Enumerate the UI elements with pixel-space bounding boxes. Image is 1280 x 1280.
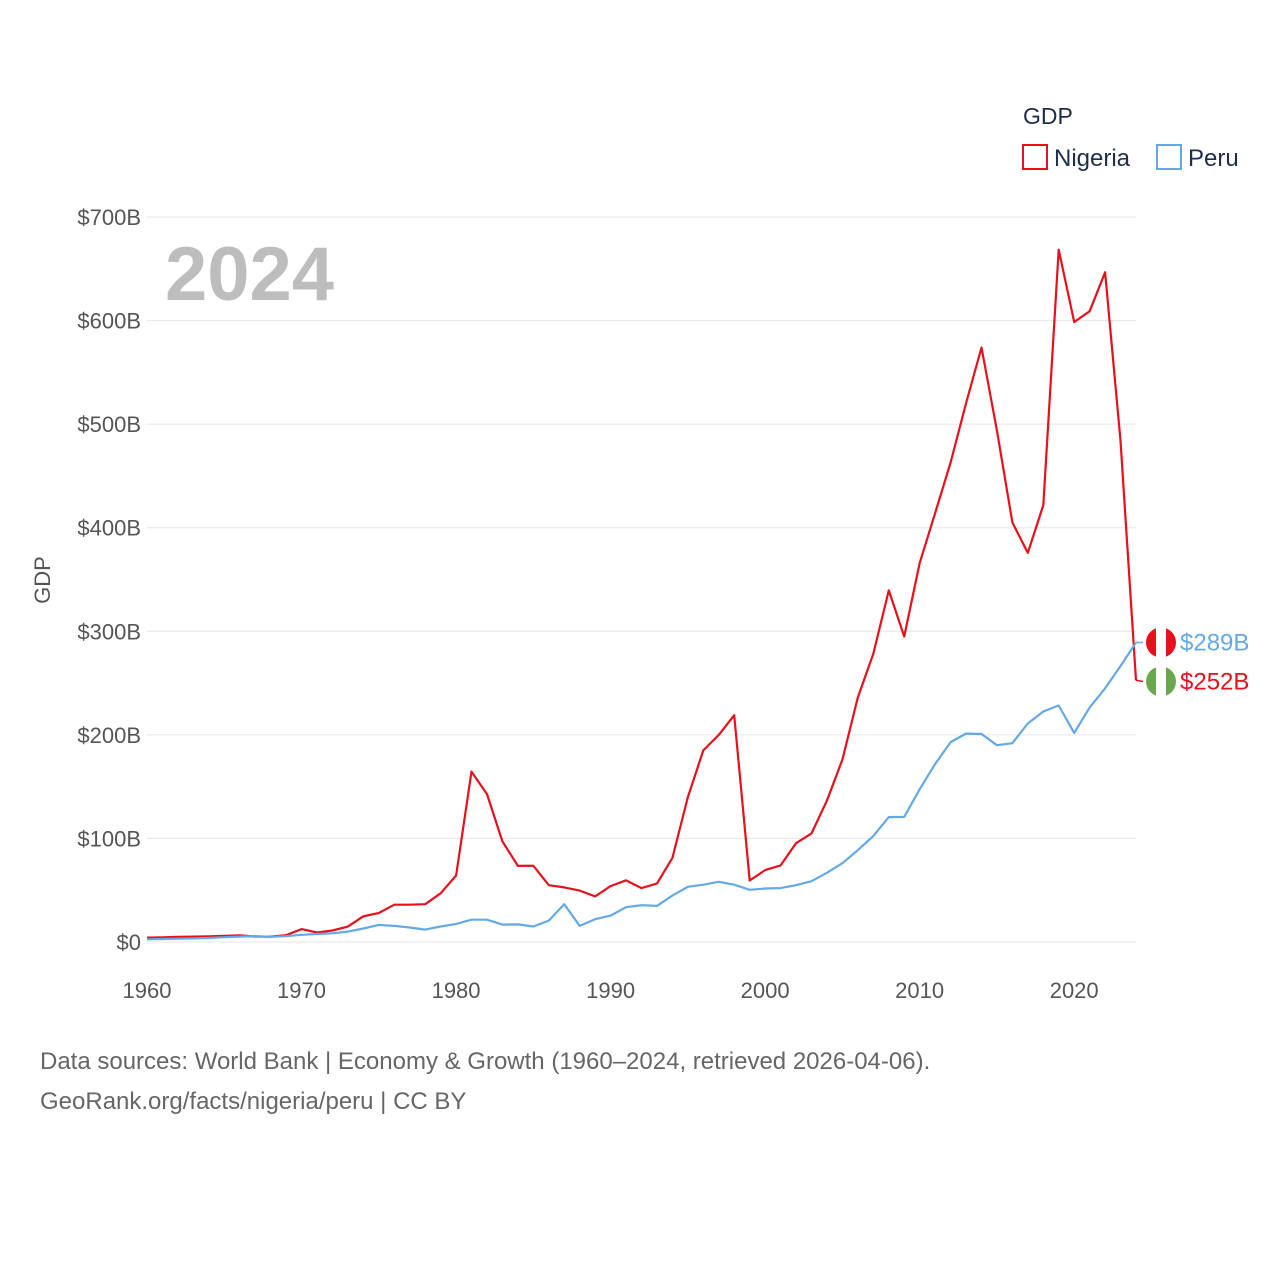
series-lines [146, 248, 1138, 941]
legend: GDP Nigeria Peru [1022, 103, 1239, 172]
y-tick-label: $100B [77, 826, 141, 851]
y-tick-label: $200B [77, 723, 141, 748]
series-line-peru[interactable] [146, 641, 1137, 941]
x-tick-label: 1960 [123, 978, 172, 1003]
x-tick-label: 1970 [277, 978, 326, 1003]
legend-label-nigeria: Nigeria [1054, 145, 1131, 172]
y-tick-label: $400B [77, 516, 141, 541]
source-line-1: Data sources: World Bank | Economy & Gro… [40, 1048, 931, 1075]
legend-swatch-peru [1156, 144, 1182, 170]
legend-item-nigeria[interactable]: Nigeria [1022, 144, 1131, 172]
end-labels: $289B $252B [1135, 627, 1249, 697]
y-axis-ticks: $0 $100B $200B $300B $400B $500B $600B $700B [77, 205, 141, 955]
y-axis-label: GDP [30, 556, 55, 604]
y-tick-label: $0 [117, 930, 141, 955]
nigeria-flag-icon [1146, 666, 1176, 697]
legend-item-peru[interactable]: Peru [1156, 144, 1239, 172]
legend-title: GDP [1023, 103, 1073, 129]
peru-flag-icon [1146, 627, 1176, 658]
y-tick-label: $300B [77, 619, 141, 644]
end-value-label-peru: $289B [1180, 629, 1249, 656]
y-tick-label: $700B [77, 205, 141, 230]
data-source-note: Data sources: World Bank | Economy & Gro… [40, 1042, 1240, 1122]
x-tick-label: 2000 [741, 978, 790, 1003]
x-tick-label: 1990 [586, 978, 635, 1003]
grid-lines [147, 216, 1136, 943]
source-line-2[interactable]: GeoRank.org/facts/nigeria/peru | CC BY [40, 1088, 467, 1115]
x-axis-ticks: 1960 1970 1980 1990 2000 2010 2020 [123, 978, 1099, 1003]
y-tick-label: $500B [77, 412, 141, 437]
x-tick-label: 2020 [1050, 978, 1099, 1003]
end-value-label-nigeria: $252B [1180, 668, 1249, 695]
series-line-nigeria[interactable] [146, 248, 1138, 939]
y-tick-label: $600B [77, 309, 141, 334]
legend-swatch-nigeria [1022, 144, 1048, 170]
legend-label-peru: Peru [1188, 145, 1239, 172]
x-tick-label: 1980 [432, 978, 481, 1003]
end-connector-nigeria [1135, 679, 1144, 683]
x-tick-label: 2010 [895, 978, 944, 1003]
highlight-year: 2024 [165, 232, 334, 317]
gdp-line-chart: $0 $100B $200B $300B $400B $500B $600B $700B 19… [30, 103, 1249, 1003]
